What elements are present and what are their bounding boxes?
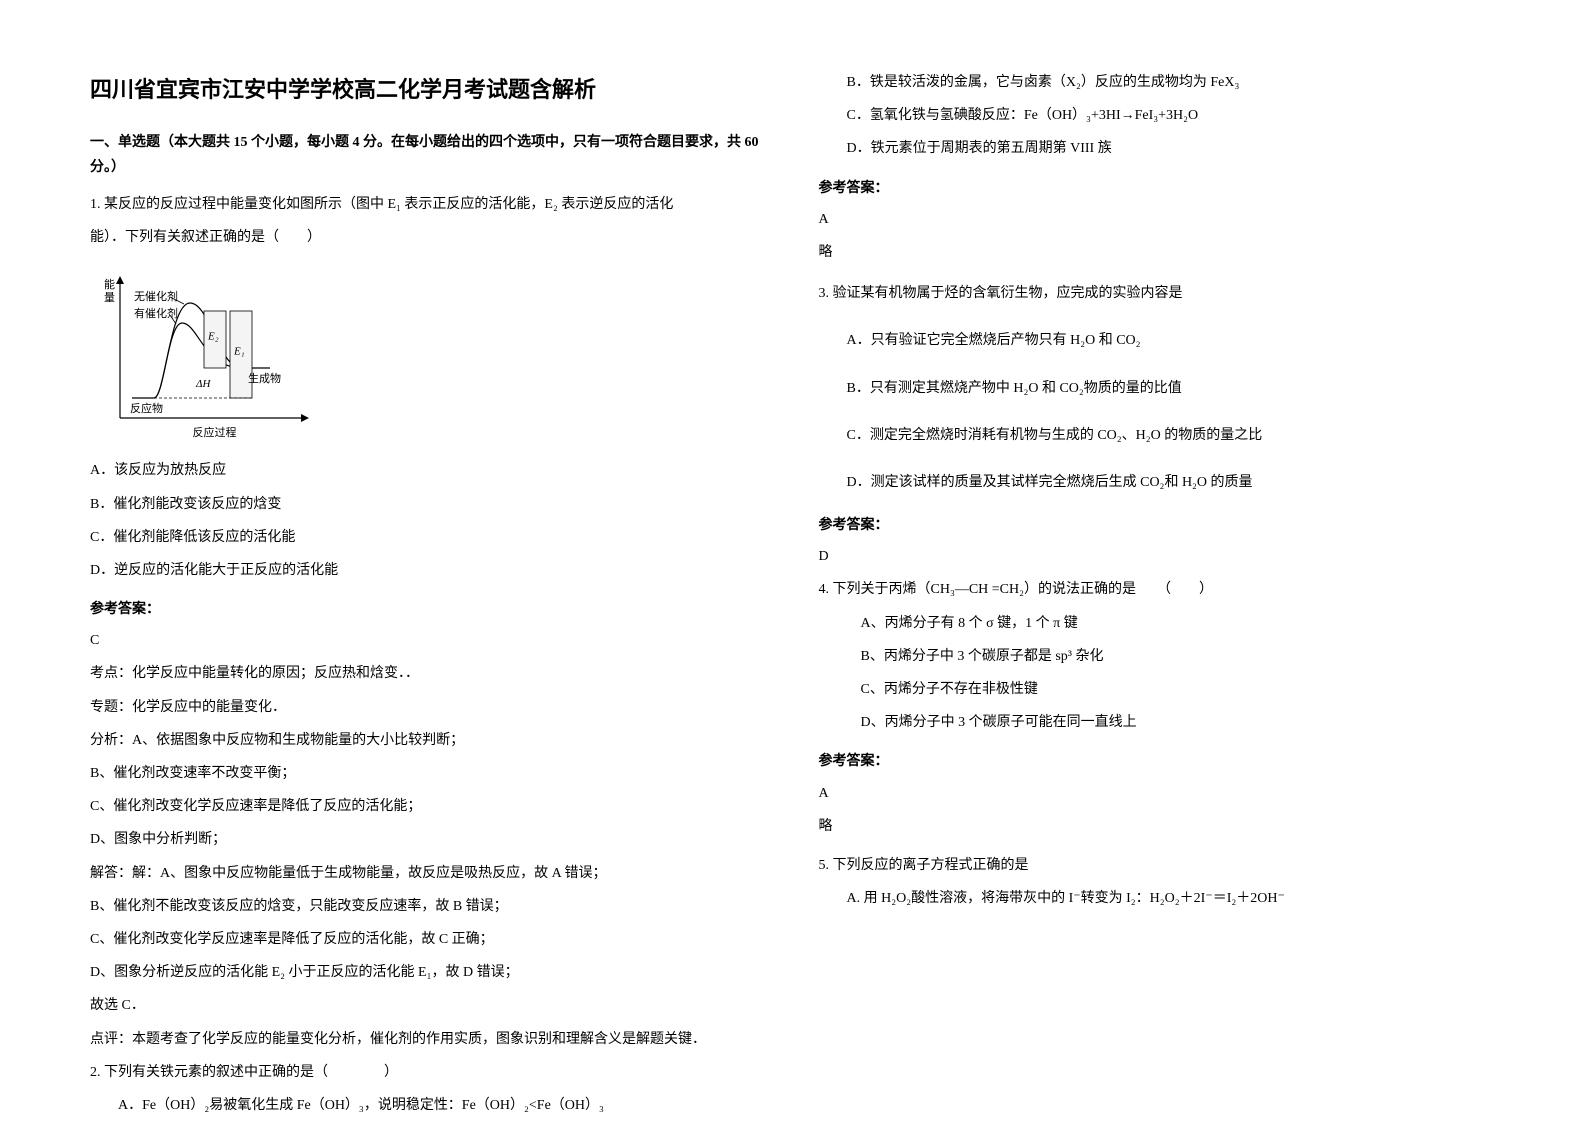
section-header: 一、单选题（本大题共 15 个小题，每小题 4 分。在每小题给出的四个选项中，只… bbox=[90, 130, 769, 180]
q1-analysis-4: B、催化剂改变速率不改变平衡； bbox=[90, 761, 769, 786]
svg-text:有催化剂: 有催化剂 bbox=[134, 306, 178, 320]
q1-analysis-12: 点评：本题考查了化学反应的能量变化分析，催化剂的作用实质，图象识别和理解含义是解… bbox=[90, 1027, 769, 1052]
q1-analysis-6: D、图象中分析判断； bbox=[90, 827, 769, 852]
energy-diagram: 能量 无催化剂有催化剂 E₂ E₁ ΔH 生成物反应物反应过程 bbox=[90, 268, 769, 448]
q4-answer-label: 参考答案： bbox=[819, 749, 1498, 774]
q1-analysis-2: 专题：化学反应中的能量变化． bbox=[90, 695, 769, 720]
q2-answer: A bbox=[819, 207, 1498, 232]
q5-stem: 5. 下列反应的离子方程式正确的是 bbox=[819, 853, 1498, 878]
q1-stem-line2: 能）．下列有关叙述正确的是（ ） bbox=[90, 225, 769, 250]
svg-text:E₂: E₂ bbox=[207, 331, 219, 343]
left-column: 四川省宜宾市江安中学学校高二化学月考试题含解析 一、单选题（本大题共 15 个小… bbox=[90, 70, 769, 1052]
q1-analysis-3: 分析：A、依据图象中反应物和生成物能量的大小比较判断； bbox=[90, 728, 769, 753]
svg-text:生成物: 生成物 bbox=[248, 371, 281, 385]
q1-answer-label: 参考答案： bbox=[90, 597, 769, 622]
q2-answer-label: 参考答案： bbox=[819, 176, 1498, 201]
svg-text:量: 量 bbox=[104, 291, 115, 304]
right-column: B．铁是较活泼的金属，它与卤素（X₂）反应的生成物均为 FeX₃ C．氢氧化铁与… bbox=[819, 70, 1498, 1052]
q4-answer: A bbox=[819, 781, 1498, 806]
q4-note: 略 bbox=[819, 814, 1498, 839]
q2-optB: B．铁是较活泼的金属，它与卤素（X₂）反应的生成物均为 FeX₃ bbox=[819, 70, 1498, 95]
q3-optB: B．只有测定其燃烧产物中 H₂O 和 CO₂物质的量的比值 bbox=[819, 376, 1498, 401]
q1-analysis-9: C、催化剂改变化学反应速率是降低了反应的活化能，故 C 正确； bbox=[90, 927, 769, 952]
svg-text:反应物: 反应物 bbox=[130, 401, 163, 415]
q5-optA: A. 用 H₂O₂酸性溶液，将海带灰中的 I⁻转变为 I₂：H₂O₂＋2I⁻＝I… bbox=[819, 886, 1498, 911]
svg-text:ΔH: ΔH bbox=[195, 378, 211, 390]
q2-note: 略 bbox=[819, 240, 1498, 265]
q1-analysis-11: 故选 C． bbox=[90, 993, 769, 1018]
q1-optB: B．催化剂能改变该反应的焓变 bbox=[90, 492, 769, 517]
q3-optA: A．只有验证它完全燃烧后产物只有 H₂O 和 CO₂ bbox=[819, 328, 1498, 353]
q4-optA: A、丙烯分子有 8 个 σ 键，1 个 π 键 bbox=[819, 611, 1498, 636]
q2-optC: C．氢氧化铁与氢碘酸反应：Fe（OH）₃+3HI→FeI₃+3H₂O bbox=[819, 103, 1498, 128]
q4-stem: 4. 下列关于丙烯（CH₃—CH =CH₂）的说法正确的是 （ ） bbox=[819, 577, 1498, 602]
svg-text:E₁: E₁ bbox=[233, 346, 245, 358]
q1-analysis-10: D、图象分析逆反应的活化能 E₂ 小于正反应的活化能 E₁，故 D 错误； bbox=[90, 960, 769, 985]
document-title: 四川省宜宾市江安中学学校高二化学月考试题含解析 bbox=[90, 70, 769, 110]
q1-optA: A．该反应为放热反应 bbox=[90, 458, 769, 483]
svg-text:无催化剂: 无催化剂 bbox=[134, 289, 178, 303]
q2-optA: A．Fe（OH）₂易被氧化生成 Fe（OH）₃，说明稳定性：Fe（OH）₂<Fe… bbox=[90, 1093, 769, 1118]
q3-stem: 3. 验证某有机物属于烃的含氧衍生物，应完成的实验内容是 bbox=[819, 281, 1498, 306]
energy-chart-svg: 能量 无催化剂有催化剂 E₂ E₁ ΔH 生成物反应物反应过程 bbox=[90, 268, 320, 448]
svg-text:能: 能 bbox=[104, 277, 115, 291]
q4-optD: D、丙烯分子中 3 个碳原子可能在同一直线上 bbox=[819, 710, 1498, 735]
q1-analysis-7: 解答：解：A、图象中反应物能量低于生成物能量，故反应是吸热反应，故 A 错误； bbox=[90, 861, 769, 886]
q1-answer: C bbox=[90, 628, 769, 653]
q3-optC: C．测定完全燃烧时消耗有机物与生成的 CO₂、H₂O 的物质的量之比 bbox=[819, 423, 1498, 448]
q4-optC: C、丙烯分子不存在非极性键 bbox=[819, 677, 1498, 702]
q1-analysis-1: 考点：化学反应中能量转化的原因；反应热和焓变．． bbox=[90, 661, 769, 686]
q2-optD: D．铁元素位于周期表的第五周期第 VIII 族 bbox=[819, 136, 1498, 161]
q1-analysis-5: C、催化剂改变化学反应速率是降低了反应的活化能； bbox=[90, 794, 769, 819]
q1-optD: D．逆反应的活化能大于正反应的活化能 bbox=[90, 558, 769, 583]
q3-answer: D bbox=[819, 544, 1498, 569]
q1-stem-line1: 1. 某反应的反应过程中能量变化如图所示（图中 E₁ 表示正反应的活化能，E₂ … bbox=[90, 192, 769, 217]
q3-answer-label: 参考答案： bbox=[819, 513, 1498, 538]
q4-optB: B、丙烯分子中 3 个碳原子都是 sp³ 杂化 bbox=[819, 644, 1498, 669]
q3-optD: D．测定该试样的质量及其试样完全燃烧后生成 CO₂和 H₂O 的质量 bbox=[819, 470, 1498, 495]
q1-optC: C．催化剂能降低该反应的活化能 bbox=[90, 525, 769, 550]
q2-stem: 2. 下列有关铁元素的叙述中正确的是（ ） bbox=[90, 1060, 769, 1085]
q1-analysis-8: B、催化剂不能改变该反应的焓变，只能改变反应速率，故 B 错误； bbox=[90, 894, 769, 919]
svg-text:反应过程: 反应过程 bbox=[193, 425, 237, 439]
